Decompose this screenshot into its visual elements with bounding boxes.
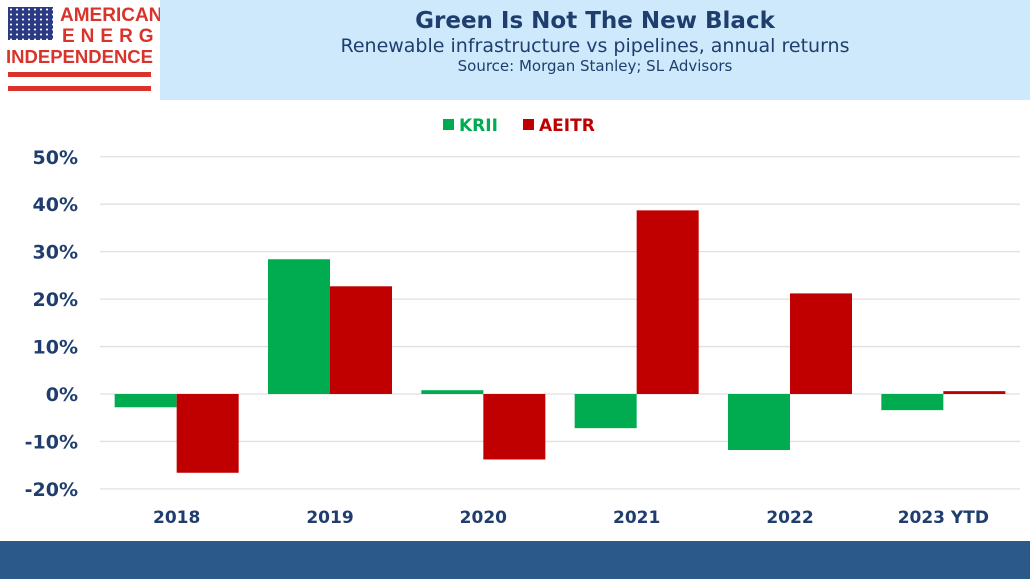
chart-title: Green Is Not The New Black <box>415 8 775 34</box>
legend-label-aeitr: AEITR <box>539 116 595 136</box>
bar-krii-2020 <box>421 390 484 394</box>
footer-band <box>0 541 1030 579</box>
y-tick-label: 20% <box>33 289 78 311</box>
bar-aeitr-2021 <box>636 210 699 394</box>
bar-krii-2019 <box>268 259 330 394</box>
legend-label-krii: KRII <box>459 116 498 136</box>
bar-aeitr-2022 <box>790 293 852 394</box>
bar-krii-2018 <box>114 394 177 408</box>
logo-stripe <box>8 86 151 91</box>
bar-aeitr-2023-ytd <box>943 391 1006 394</box>
bar-chart: -20% -10% 0% 10% 20% 30% 40% 50% 2018 2019 2020 202… <box>25 116 1020 528</box>
header: Green Is Not The New Black Renewable inf… <box>160 0 1030 100</box>
logo: AMERICAN ENERGY INDEPENDENCE <box>0 0 172 100</box>
logo-line3: INDEPENDENCE <box>6 46 153 67</box>
bar-aeitr-2019 <box>330 286 392 394</box>
y-tick-label: 10% <box>33 337 78 359</box>
logo-line2: ENERGY <box>62 26 179 47</box>
x-tick-label: 2018 <box>153 508 200 528</box>
x-tick-label: 2023 YTD <box>898 508 989 528</box>
chart-subtitle: Renewable infrastructure vs pipelines, a… <box>340 35 850 57</box>
logo-line1: AMERICAN <box>60 5 163 26</box>
y-tick-label: 0% <box>46 384 78 406</box>
y-tick-label: 30% <box>33 242 78 264</box>
chart-source: Source: Morgan Stanley; SL Advisors <box>457 57 733 75</box>
y-tick-label: 40% <box>33 194 78 216</box>
y-tick-label: 50% <box>33 147 78 169</box>
bar-krii-2022 <box>728 394 790 450</box>
x-tick-label: 2022 <box>766 508 813 528</box>
flag-icon <box>8 7 53 40</box>
bar-aeitr-2018 <box>176 394 239 473</box>
x-tick-label: 2019 <box>306 508 353 528</box>
bar-krii-2021 <box>574 394 637 429</box>
logo-stripe <box>8 72 151 77</box>
y-tick-label: -20% <box>25 479 78 501</box>
x-tick-label: 2020 <box>460 508 507 528</box>
legend-swatch-krii <box>443 119 454 130</box>
legend-swatch-aeitr <box>523 119 534 130</box>
bar-krii-2023-ytd <box>881 394 944 411</box>
y-tick-label: -10% <box>25 431 78 453</box>
bar-aeitr-2020 <box>483 394 546 460</box>
x-tick-label: 2021 <box>613 508 660 528</box>
